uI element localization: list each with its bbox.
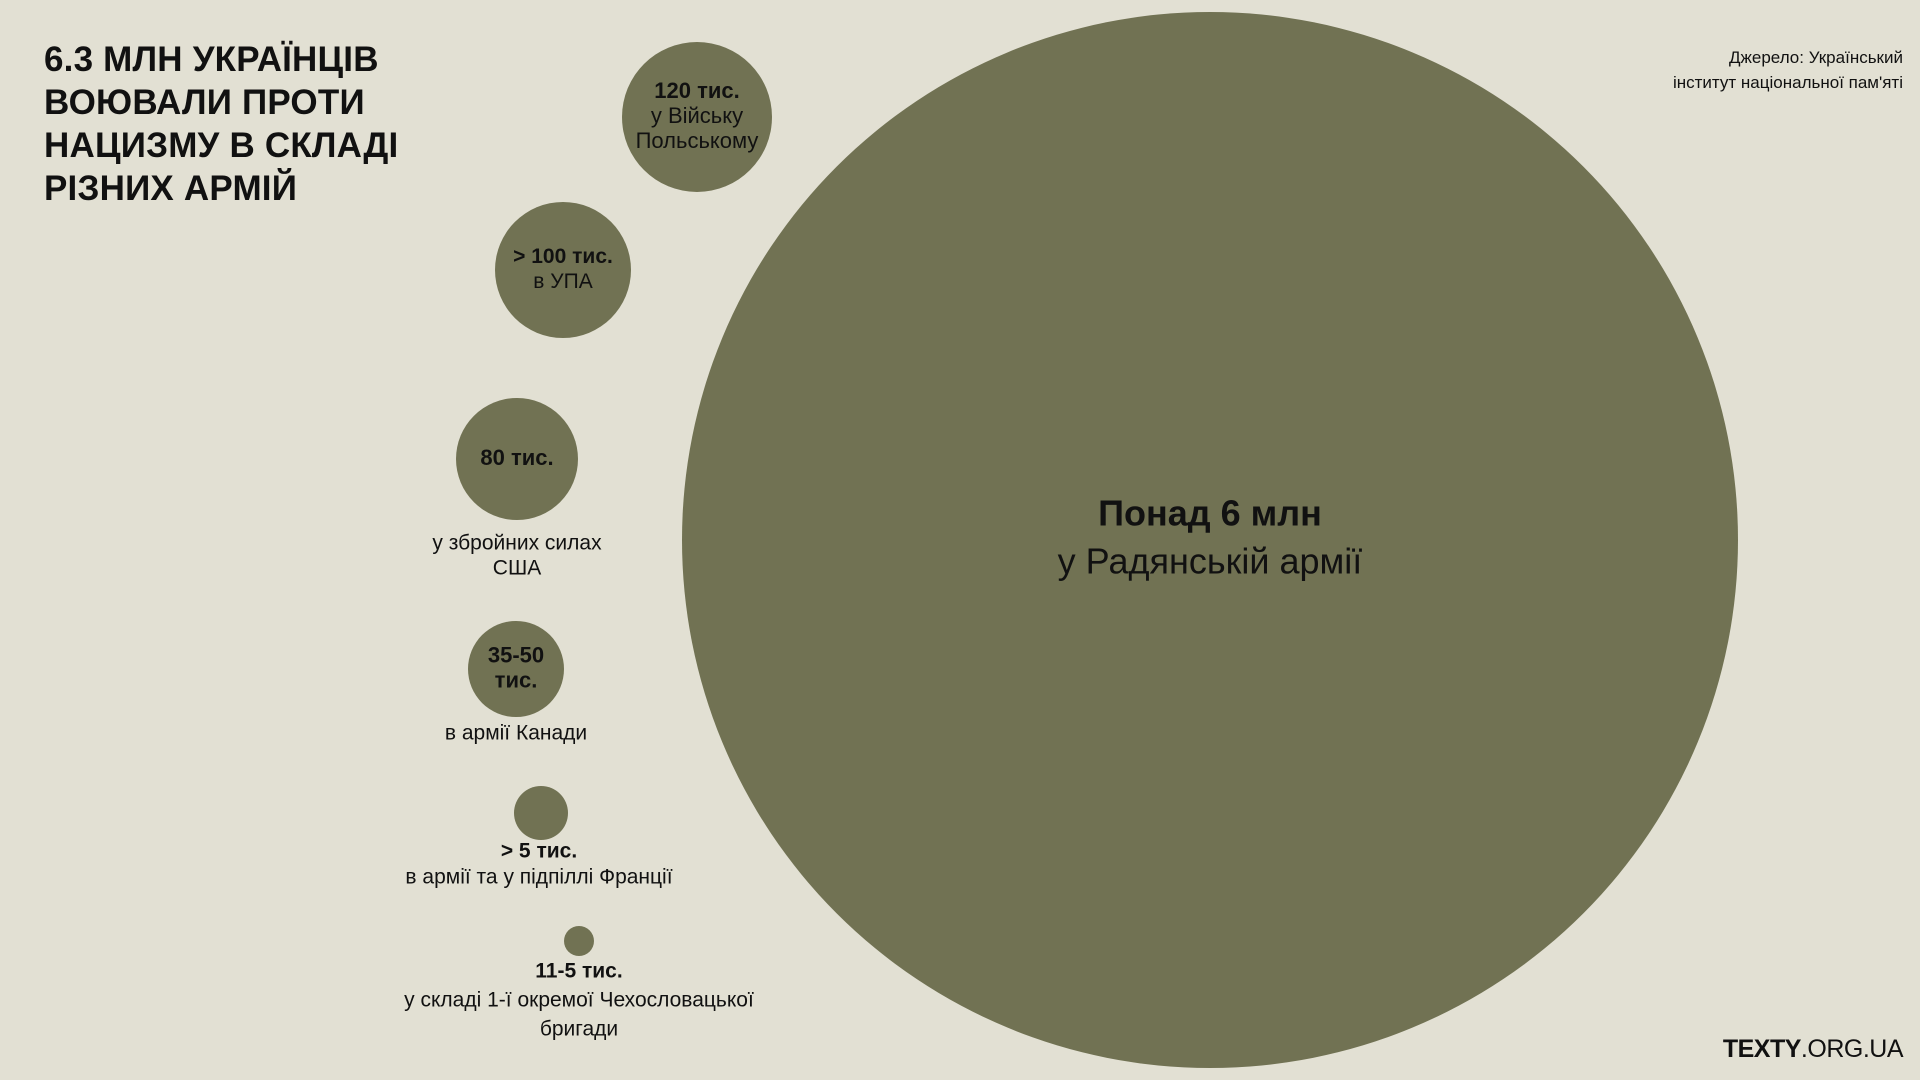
- bubble-value-label-2-0: > 100 тис.: [513, 245, 613, 268]
- bubble-category-label-2-1: в УПА: [533, 270, 592, 293]
- bubble-value-label-0-0: Понад 6 млн: [1098, 493, 1322, 534]
- bubble-1: [622, 42, 772, 192]
- source-note: Джерело: Український інститут національн…: [1672, 48, 1903, 92]
- bubble-category-label-3-1: США: [493, 557, 541, 580]
- brand-logo: TEXTY.ORG.UA: [1722, 1035, 1904, 1064]
- bubble-6: [564, 926, 594, 956]
- bubble-value-label-4-1: тис.: [495, 667, 538, 692]
- bubble-category-label-6-2: бригади: [540, 1018, 618, 1041]
- bubble-3: [456, 398, 578, 520]
- bubble-category-label-1-1: у Війську: [651, 103, 743, 128]
- brand-logo-bold: TEXTY: [1722, 1035, 1802, 1063]
- bubble-category-label-5-1: в армії та у підпіллі Франції: [405, 866, 672, 889]
- bubble-category-label-3-0: у збройних силах: [432, 532, 602, 555]
- bubble-5: [514, 786, 568, 840]
- bubble-value-label-5-0: > 5 тис.: [501, 840, 577, 863]
- bubble-value-label-4-0: 35-50: [488, 642, 544, 667]
- bubble-0: [682, 12, 1738, 1068]
- bubble-category-label-1-2: Польському: [636, 128, 759, 153]
- bubble-value-label-3-0: 80 тис.: [480, 445, 553, 470]
- bubble-4: [468, 621, 564, 717]
- chart-title: 6.3 МЛН УКРАЇНЦІВ ВОЮВАЛИ ПРОТИ НАЦИЗМУ …: [44, 40, 399, 208]
- bubble-2: [495, 202, 631, 338]
- bubble-value-label-6-0: 11-5 тис.: [535, 960, 622, 983]
- bubble-category-label-4-0: в армії Канади: [445, 722, 587, 745]
- bubble-value-label-1-0: 120 тис.: [654, 78, 739, 103]
- bubble-category-label-0-1: у Радянській армії: [1058, 541, 1363, 582]
- brand-logo-domain: .ORG.UA: [1800, 1035, 1904, 1063]
- bubble-category-label-6-1: у складі 1-ї окремої Чехословацької: [404, 989, 754, 1012]
